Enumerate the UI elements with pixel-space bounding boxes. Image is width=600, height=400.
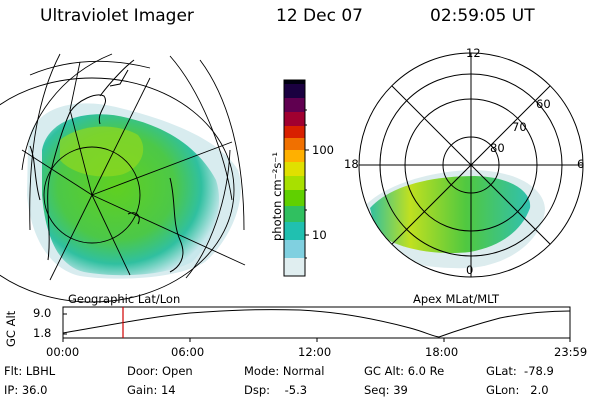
right-map-caption: Apex MLat/MLT	[413, 292, 500, 306]
mlt-label-18: 18	[344, 157, 359, 171]
geographic-map	[0, 53, 246, 303]
door-status: Door: Open	[127, 364, 193, 378]
altitude-curve	[62, 309, 571, 338]
observation-date: 12 Dec 07	[276, 6, 363, 26]
altitude-plot	[62, 306, 571, 342]
lat-lon-grid	[0, 53, 246, 303]
mlt-label-12: 12	[466, 46, 481, 60]
mlat-label-80: 80	[490, 141, 505, 155]
colorbar	[283, 79, 309, 277]
ip-value: IP: 36.0	[4, 383, 48, 397]
gain-value: Gain: 14	[127, 383, 176, 397]
mlat-label-60: 60	[536, 97, 551, 111]
mode-value: Mode: Normal	[244, 364, 325, 378]
altitude-ylabel: GC Alt	[4, 310, 18, 347]
mlt-label-0: 0	[466, 263, 474, 277]
mlat-label-70: 70	[512, 120, 527, 134]
colorbar-tick-100: 100	[312, 143, 334, 157]
altitude-ytick-1-8: 1.8	[33, 326, 52, 340]
colorbar-unit-label: photon cm⁻²s⁻¹	[270, 152, 284, 241]
time-tick-1800: 18:00	[425, 345, 459, 359]
dsp-value: Dsp: -5.3	[244, 383, 308, 397]
sequence-value: Seq: 39	[364, 383, 408, 397]
polar-plot	[358, 52, 584, 278]
filter-value: Flt: LBHL	[4, 364, 56, 378]
observation-time: 02:59:05 UT	[430, 6, 535, 26]
time-tick-0600: 06:00	[171, 345, 205, 359]
colorbar-tick-10: 10	[312, 228, 327, 242]
right-aurora-oval	[370, 176, 531, 254]
gc-altitude-value: GC Alt: 6.0 Re	[364, 364, 445, 378]
instrument-title: Ultraviolet Imager	[40, 6, 194, 26]
left-map-caption: Geographic Lat/Lon	[68, 292, 181, 306]
mlt-label-6: 6	[577, 157, 585, 171]
coastline-map	[29, 59, 184, 273]
altitude-ytick-9: 9.0	[33, 306, 52, 320]
left-aurora-bright	[60, 126, 144, 177]
time-tick-2359: 23:59	[554, 345, 588, 359]
geo-latitude-value: GLat: -78.9	[486, 364, 554, 378]
geo-longitude-value: GLon: 2.0	[486, 383, 549, 397]
time-tick-1200: 12:00	[298, 345, 332, 359]
time-tick-0000: 00:00	[46, 345, 80, 359]
